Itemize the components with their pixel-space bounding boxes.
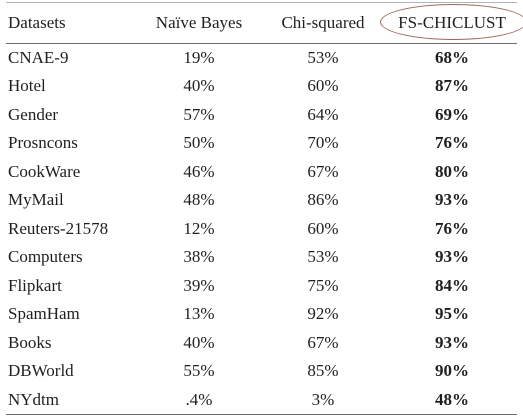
naive-bayes-cell: 38%: [183, 247, 215, 267]
dataset-cell: Prosncons: [8, 133, 78, 153]
chi-squared-cell: 67%: [307, 161, 339, 181]
dataset-cell: MyMail: [8, 190, 64, 210]
dataset-cell: Flipkart: [8, 275, 62, 295]
chi-squared-cell: 60%: [307, 218, 339, 238]
dataset-cell: Reuters-21578: [8, 218, 109, 238]
naive-bayes-cell: 57%: [183, 104, 215, 124]
table-row: CNAE-9 19% 53% 68%: [6, 44, 517, 73]
dataset-cell: NYdtm: [8, 389, 59, 409]
fs-chiclust-cell: 48%: [435, 389, 469, 409]
table-row: DBWorld 55% 85% 90%: [6, 357, 517, 386]
chi-squared-cell: 53%: [307, 48, 339, 67]
dataset-cell: SpamHam: [8, 304, 80, 324]
highlighted-column-header: FS-CHICLUST: [380, 4, 523, 40]
naive-bayes-cell: 40%: [183, 76, 215, 96]
fs-chiclust-cell: 76%: [435, 218, 469, 238]
chi-squared-cell: 64%: [307, 104, 339, 124]
fs-chiclust-cell: 84%: [435, 275, 469, 295]
table-row: Reuters-21578 12% 60% 76%: [6, 215, 517, 244]
dataset-cell: Books: [8, 332, 52, 352]
table-row: Gender 57% 64% 69%: [6, 101, 517, 130]
header-naive-bayes: Naïve Bayes: [155, 13, 243, 32]
fs-chiclust-cell: 87%: [435, 76, 469, 96]
table-row: Prosncons 50% 70% 76%: [6, 129, 517, 158]
fs-chiclust-cell: 80%: [435, 161, 469, 181]
naive-bayes-cell: 50%: [183, 133, 215, 153]
chi-squared-cell: 60%: [307, 76, 339, 96]
fs-chiclust-cell: 95%: [435, 304, 469, 324]
table-row: Books 40% 67% 93%: [6, 329, 517, 358]
chi-squared-cell: 3%: [311, 389, 335, 409]
naive-bayes-cell: .4%: [185, 389, 213, 409]
dataset-cell: CNAE-9: [8, 48, 69, 67]
naive-bayes-cell: 19%: [183, 48, 215, 67]
dataset-cell: Gender: [8, 104, 59, 124]
table-row: NYdtm .4% 3% 48%: [6, 386, 517, 414]
header-fs-chiclust-cell: FS-CHICLUST: [380, 3, 523, 44]
dataset-cell: Hotel: [8, 76, 46, 96]
table-row: Computers 38% 53% 93%: [6, 243, 517, 272]
chi-squared-cell: 53%: [307, 247, 339, 267]
highlight-ellipse: [380, 4, 523, 40]
naive-bayes-cell: 39%: [183, 275, 215, 295]
fs-chiclust-cell: 93%: [435, 190, 469, 210]
fs-chiclust-cell: 76%: [435, 133, 469, 153]
results-table: Datasets Naïve Bayes Chi-squared FS-CHIC…: [6, 2, 523, 415]
table-row: MyMail 48% 86% 93%: [6, 186, 517, 215]
chi-squared-cell: 75%: [307, 275, 339, 295]
table-row: Flipkart 39% 75% 84%: [6, 272, 517, 301]
header-datasets: Datasets: [8, 13, 66, 32]
fs-chiclust-cell: 69%: [435, 104, 469, 124]
fs-chiclust-cell: 93%: [435, 332, 469, 352]
fs-chiclust-cell: 90%: [435, 361, 469, 381]
table-row: SpamHam 13% 92% 95%: [6, 300, 517, 329]
chi-squared-cell: 86%: [307, 190, 339, 210]
naive-bayes-cell: 48%: [183, 190, 215, 210]
naive-bayes-cell: 55%: [183, 361, 215, 381]
dataset-cell: CookWare: [8, 161, 81, 181]
chi-squared-cell: 92%: [307, 304, 339, 324]
table-body: CNAE-9 19% 53% 68% Hotel 40% 60% 87% Gender 57% 64…: [6, 44, 517, 414]
naive-bayes-cell: 40%: [183, 332, 215, 352]
table-row: CookWare 46% 67% 80%: [6, 158, 517, 187]
fs-chiclust-cell: 68%: [435, 48, 469, 67]
naive-bayes-cell: 13%: [183, 304, 215, 324]
results-table-container: Datasets Naïve Bayes Chi-squared FS-CHIC…: [6, 2, 523, 415]
header-chi-squared: Chi-squared: [281, 13, 365, 32]
naive-bayes-cell: 46%: [183, 161, 215, 181]
fs-chiclust-cell: 93%: [435, 247, 469, 267]
table-row: Hotel 40% 60% 87%: [6, 72, 517, 101]
dataset-cell: DBWorld: [8, 361, 74, 381]
chi-squared-cell: 70%: [307, 133, 339, 153]
chi-squared-cell: 67%: [307, 332, 339, 352]
naive-bayes-cell: 12%: [183, 218, 215, 238]
table-header-row: Datasets Naïve Bayes Chi-squared FS-CHIC…: [6, 2, 523, 44]
chi-squared-cell: 85%: [307, 361, 339, 381]
dataset-cell: Computers: [8, 247, 83, 267]
